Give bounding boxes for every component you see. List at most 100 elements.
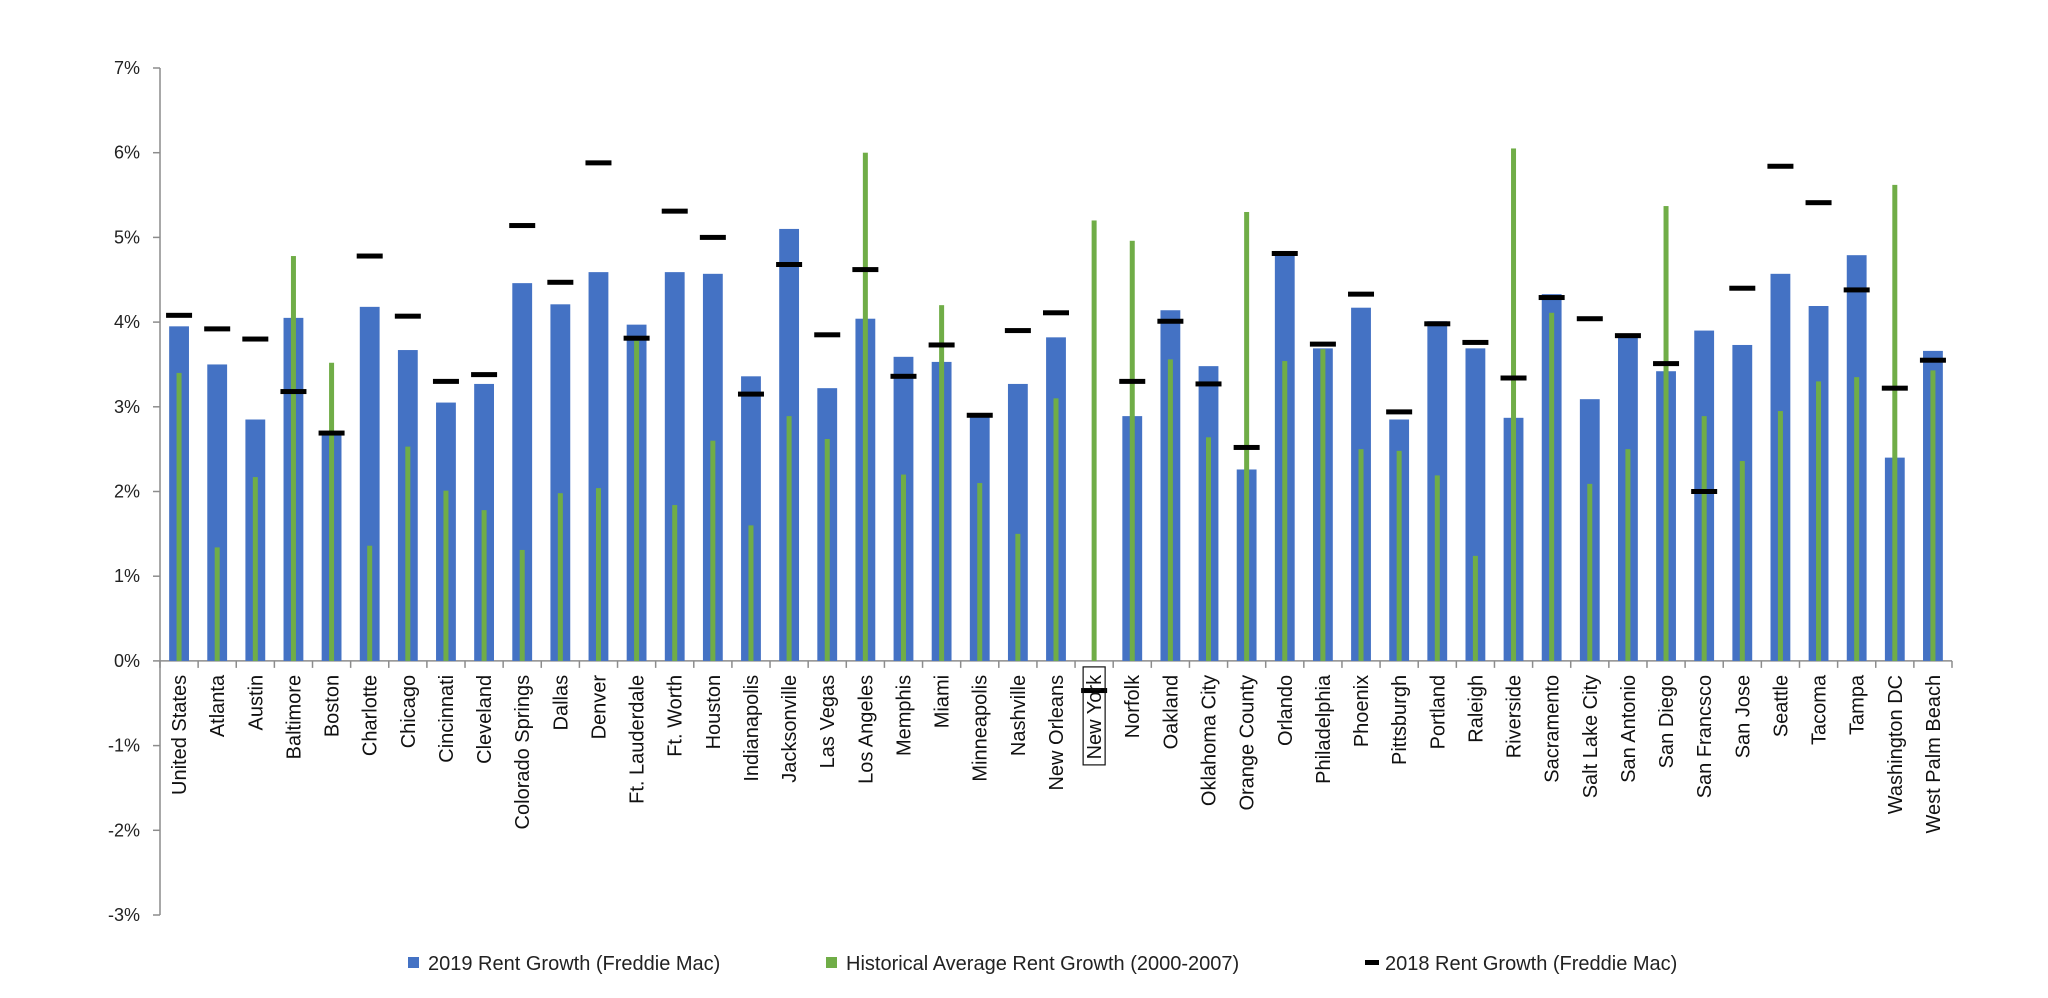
marker-2018-memphis: [890, 373, 917, 379]
category-label-atlanta: Atlanta: [207, 674, 229, 737]
category-label-miami: Miami: [932, 675, 954, 728]
marker-2018-san-francsco: [1691, 489, 1718, 494]
category-label-ft-lauderdale: Ft. Lauderdale: [627, 675, 649, 804]
bar-historical-memphis: [900, 474, 906, 661]
category-label-indianapolis: Indianapolis: [741, 675, 763, 782]
bar-historical-los-angeles: [862, 152, 868, 661]
marker-2018-orange-county: [1233, 444, 1260, 450]
category-label-austin: Austin: [245, 675, 267, 731]
category-label-oklahoma-city: Oklahoma City: [1199, 675, 1221, 806]
category-label-las-vegas: Las Vegas: [817, 675, 839, 768]
marker-2018-tampa: [1843, 287, 1870, 293]
category-label-boston: Boston: [322, 675, 344, 737]
y-tick-label: -3%: [108, 905, 140, 925]
bar-historical-boston: [329, 362, 335, 661]
bar-historical-minneapolis: [977, 483, 983, 661]
marker-2018-seattle: [1767, 163, 1794, 169]
marker-2018-pittsburgh: [1386, 409, 1413, 415]
y-tick-label: -2%: [108, 820, 140, 840]
marker-2018-san-diego: [1653, 361, 1680, 367]
category-label-seattle: Seattle: [1770, 675, 1792, 737]
marker-2018-cleveland: [471, 372, 498, 378]
marker-2018-minneapolis: [966, 412, 993, 418]
marker-2018-tacoma: [1805, 200, 1832, 206]
y-tick-label: 1%: [114, 566, 140, 586]
bar-2019-denver: [588, 272, 609, 661]
bar-historical-new-york: [1091, 220, 1097, 661]
legend-item-3: 2018 Rent Growth (Freddie Mac): [1365, 953, 1677, 975]
marker-2018-cincinnati: [432, 378, 459, 384]
category-label-houston: Houston: [703, 675, 725, 750]
bar-historical-oklahoma-city: [1206, 437, 1212, 661]
bar-2019-atlanta: [207, 364, 228, 661]
marker-2018-atlanta: [204, 326, 231, 332]
legend-swatch: [1365, 960, 1379, 965]
bar-historical-nashville: [1015, 533, 1021, 661]
marker-2018-nashville: [1004, 328, 1031, 334]
bar-historical-cleveland: [481, 510, 487, 661]
category-label-philadelphia: Philadelphia: [1313, 674, 1335, 784]
category-label-new-orleans: New Orleans: [1046, 675, 1068, 791]
y-tick-label: 4%: [114, 312, 140, 332]
category-label-charlotte: Charlotte: [360, 675, 382, 756]
category-label-oakland: Oakland: [1160, 675, 1182, 750]
category-label-riverside: Riverside: [1504, 675, 1526, 758]
bar-historical-cincinnati: [443, 490, 449, 661]
bar-historical-baltimore: [290, 256, 296, 661]
bar-historical-orange-county: [1244, 211, 1250, 661]
bar-2019-raleigh: [1465, 348, 1486, 661]
bar-historical-austin: [252, 477, 258, 661]
category-label-portland: Portland: [1427, 675, 1449, 750]
category-label-tampa: Tampa: [1847, 674, 1869, 735]
bar-historical-ft-worth: [672, 505, 678, 661]
category-label-washington-dc: Washington DC: [1885, 675, 1907, 814]
category-label-new-york: New York: [1084, 674, 1106, 759]
marker-2018-salt-lake-city: [1576, 316, 1603, 322]
category-label-san-jose: San Jose: [1732, 675, 1754, 758]
y-tick-label: 2%: [114, 482, 140, 502]
bar-historical-portland: [1434, 475, 1440, 661]
marker-2018-united-states: [166, 312, 193, 318]
category-label-baltimore: Baltimore: [283, 675, 305, 759]
category-label-san-diego: San Diego: [1656, 675, 1678, 768]
marker-2018-sacramento: [1538, 295, 1565, 301]
marker-2018-las-vegas: [814, 332, 841, 338]
legend-label: Historical Average Rent Growth (2000-200…: [846, 953, 1239, 975]
legend-label: 2019 Rent Growth (Freddie Mac): [428, 953, 720, 975]
bar-historical-riverside: [1511, 148, 1517, 661]
bar-historical-ft-lauderdale: [634, 340, 640, 661]
bar-historical-atlanta: [214, 547, 220, 661]
bar-historical-houston: [710, 440, 716, 661]
category-label-pittsburgh: Pittsburgh: [1389, 675, 1411, 765]
category-label-orlando: Orlando: [1275, 675, 1297, 746]
marker-2018-philadelphia: [1309, 341, 1336, 347]
category-labels: United States Atlanta Austin Baltimore Bosto…: [169, 666, 1945, 833]
legend-item-1: 2019 Rent Growth (Freddie Mac): [408, 953, 720, 975]
bar-2019-nashville: [1007, 383, 1028, 661]
bar-historical-new-orleans: [1053, 398, 1059, 661]
y-tick-label: 6%: [114, 143, 140, 163]
bar-historical-san-francsco: [1701, 416, 1707, 661]
category-label-tacoma: Tacoma: [1809, 674, 1831, 745]
marker-2018-austin: [242, 336, 269, 342]
marker-series-2018: [166, 160, 1946, 694]
marker-2018-jacksonville: [776, 262, 803, 268]
category-label-san-francsco: San Francsco: [1694, 675, 1716, 798]
bar-historical-west-palm-beach: [1930, 370, 1936, 661]
bar-2019-indianapolis: [741, 376, 761, 661]
y-tick-label: 5%: [114, 227, 140, 247]
bar-historical-sacramento: [1549, 312, 1555, 661]
y-tick-label: 0%: [114, 651, 140, 671]
marker-2018-houston: [699, 234, 726, 240]
marker-2018-new-orleans: [1043, 310, 1069, 316]
marker-2018-los-angeles: [852, 267, 879, 273]
marker-2018-san-antonio: [1614, 333, 1641, 339]
category-label-memphis: Memphis: [893, 675, 915, 756]
bar-historical-orlando: [1282, 361, 1288, 661]
marker-2018-washington-dc: [1881, 385, 1908, 391]
marker-2018-raleigh: [1462, 339, 1489, 345]
bar-historical-dallas: [557, 493, 563, 661]
category-label-dallas: Dallas: [550, 675, 572, 731]
bar-historical-united-states: [176, 372, 182, 661]
marker-2018-charlotte: [356, 253, 383, 259]
